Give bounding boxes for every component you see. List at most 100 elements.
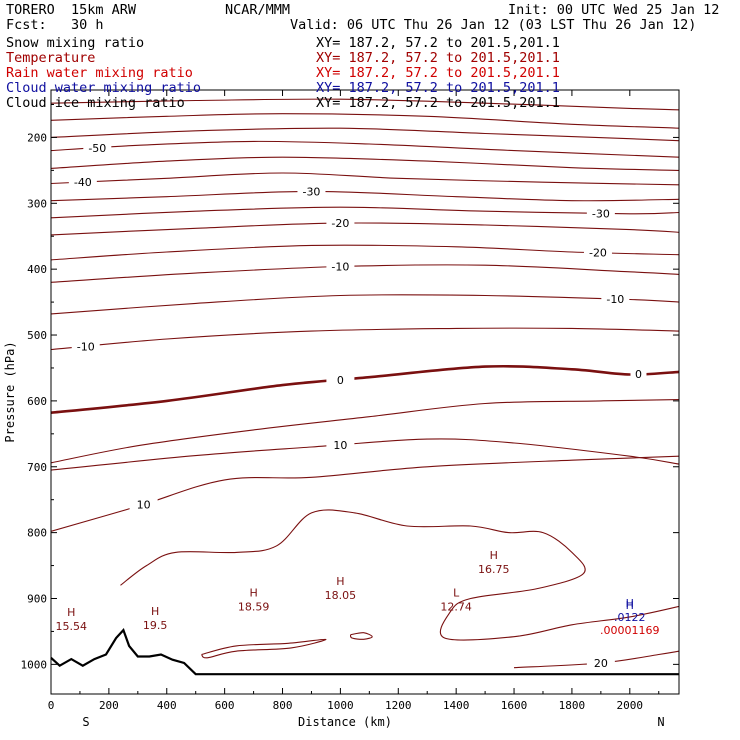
- contour-label-bg: [68, 175, 97, 189]
- field-name-cloud-water: Cloud water mixing ratio: [6, 80, 202, 96]
- org-title: NCAR/MMM: [225, 2, 291, 18]
- inner-cell-contour: [201, 638, 327, 659]
- y-tick-label: 300: [27, 197, 47, 210]
- extremum-symbol: L: [453, 586, 460, 599]
- x-tick-label: 400: [157, 699, 177, 712]
- field-xy-snow: XY= 187.2, 57.2 to 201.5,201.1: [316, 35, 560, 51]
- contour-label-bg: [586, 206, 615, 220]
- extremum-symbol: H: [151, 605, 159, 618]
- isotherm-label: 10: [333, 439, 347, 452]
- contour-label-bg: [326, 216, 355, 230]
- forecast-hour: Fcst: 30 h: [6, 17, 104, 33]
- x-tick-label: 1600: [501, 699, 528, 712]
- isotherm-line: [513, 650, 679, 669]
- isotherm-label: -20: [589, 247, 607, 260]
- isotherm-line: [51, 156, 679, 171]
- y-tick-label: 500: [27, 329, 47, 342]
- isotherm-line: [51, 190, 679, 202]
- init-time: Init: 00 UTC Wed 25 Jan 12: [508, 2, 720, 18]
- y-tick-label: 1000: [21, 658, 48, 671]
- model-title: TORERO 15km ARW: [6, 2, 137, 18]
- x-tick-label: 1000: [327, 699, 354, 712]
- contour-label-bg: [129, 497, 158, 511]
- isotherm-line: [51, 140, 679, 158]
- x-tick-label: 2000: [617, 699, 644, 712]
- isotherm-line: [51, 399, 679, 464]
- extremum-value: .0122: [614, 611, 646, 624]
- field-name-cloud-ice: Cloud ice mixing ratio: [6, 95, 185, 111]
- field-name-snow: Snow mixing ratio: [6, 35, 145, 51]
- contour-label-bg: [586, 656, 615, 670]
- field-xy-rain: XY= 187.2, 57.2 to 201.5,201.1: [316, 65, 560, 81]
- extremum-symbol: H: [626, 597, 634, 610]
- extremum-symbol: H: [67, 606, 75, 619]
- extremum-symbol: H: [490, 549, 498, 562]
- extremum-value: 19.5: [143, 619, 168, 632]
- contour-label-bg: [297, 184, 326, 198]
- inner-cell-contour: [349, 632, 373, 640]
- extremum-value: 15.54: [56, 620, 88, 633]
- terrain-layer: [50, 628, 679, 676]
- north-label: N: [657, 715, 664, 729]
- field-name-temperature: Temperature: [6, 50, 96, 66]
- y-axis-label: Pressure (hPa): [3, 341, 17, 442]
- isotherm-label: -40: [74, 176, 92, 189]
- isotherm-label: -10: [77, 340, 95, 353]
- extremum-symbol: H: [626, 599, 634, 612]
- y-tick-label: 800: [27, 527, 47, 540]
- contour-label-bg: [601, 292, 630, 306]
- isotherm-label: -10: [606, 293, 624, 306]
- axes: 0 200 400 600 800 1000 1200 1400 1600 1800 2000200…: [3, 90, 679, 729]
- extremum-symbol: H: [336, 575, 344, 588]
- contour-cells: [120, 509, 679, 659]
- isotherm-line: [51, 264, 679, 283]
- extremum-value: 16.75: [478, 563, 510, 576]
- warm-region-contour: [120, 509, 679, 641]
- contour-label-bg: [630, 367, 647, 381]
- isotherm-label: -20: [331, 217, 349, 230]
- contour-label-bg: [326, 372, 355, 386]
- isotherm-line: [51, 294, 679, 315]
- isotherm-line: [51, 127, 679, 142]
- y-tick-label: 900: [27, 592, 47, 605]
- isotherm-label: -50: [88, 142, 106, 155]
- field-xy-cloud-ice: XY= 187.2, 57.2 to 201.5,201.1: [316, 95, 560, 111]
- x-tick-label: 200: [99, 699, 119, 712]
- extremum-symbol: H: [249, 586, 257, 599]
- isotherm-line: [51, 455, 679, 532]
- contour-labels: -50 -40 -30 -30 -20 -20 -10 -10 -10 0 0 10 10 20: [68, 140, 647, 670]
- isotherm-contours: [51, 98, 679, 669]
- contour-label-bg: [326, 438, 355, 452]
- isotherm-line: [51, 206, 679, 219]
- isotherm-label: 0: [635, 368, 642, 381]
- extremum-value: 18.05: [325, 589, 357, 602]
- contour-label-bg: [326, 259, 355, 273]
- isotherm-label: -10: [331, 261, 349, 274]
- y-tick-label: 700: [27, 461, 47, 474]
- x-tick-label: 0: [48, 699, 55, 712]
- x-tick-label: 800: [273, 699, 293, 712]
- contour-label-bg: [83, 140, 112, 154]
- y-tick-label: 200: [27, 131, 47, 144]
- isotherm-label: 20: [594, 657, 608, 670]
- extremum-value: 12.74: [440, 600, 472, 613]
- x-tick-label: 1200: [385, 699, 412, 712]
- isotherm-line: [51, 244, 679, 261]
- valid-time: Valid: 06 UTC Thu 26 Jan 12 (03 LST Thu …: [290, 17, 697, 33]
- x-tick-label: 600: [215, 699, 235, 712]
- isotherm-line: [51, 222, 679, 236]
- isotherm-label: -30: [302, 185, 320, 198]
- isotherm-label: -30: [592, 207, 610, 220]
- isotherm-line: [51, 113, 679, 129]
- field-xy-temperature: XY= 187.2, 57.2 to 201.5,201.1: [316, 50, 560, 66]
- isotherm-line: [51, 438, 679, 471]
- isotherm-line: [51, 364, 679, 414]
- isotherm-line: [51, 98, 679, 111]
- x-axis-label: Distance (km): [298, 715, 392, 729]
- contour-label-bg: [583, 245, 612, 259]
- y-tick-label: 600: [27, 395, 47, 408]
- isotherm-label: 0: [337, 374, 344, 387]
- extremum-value: .00001169: [600, 624, 660, 637]
- south-label: S: [82, 715, 89, 729]
